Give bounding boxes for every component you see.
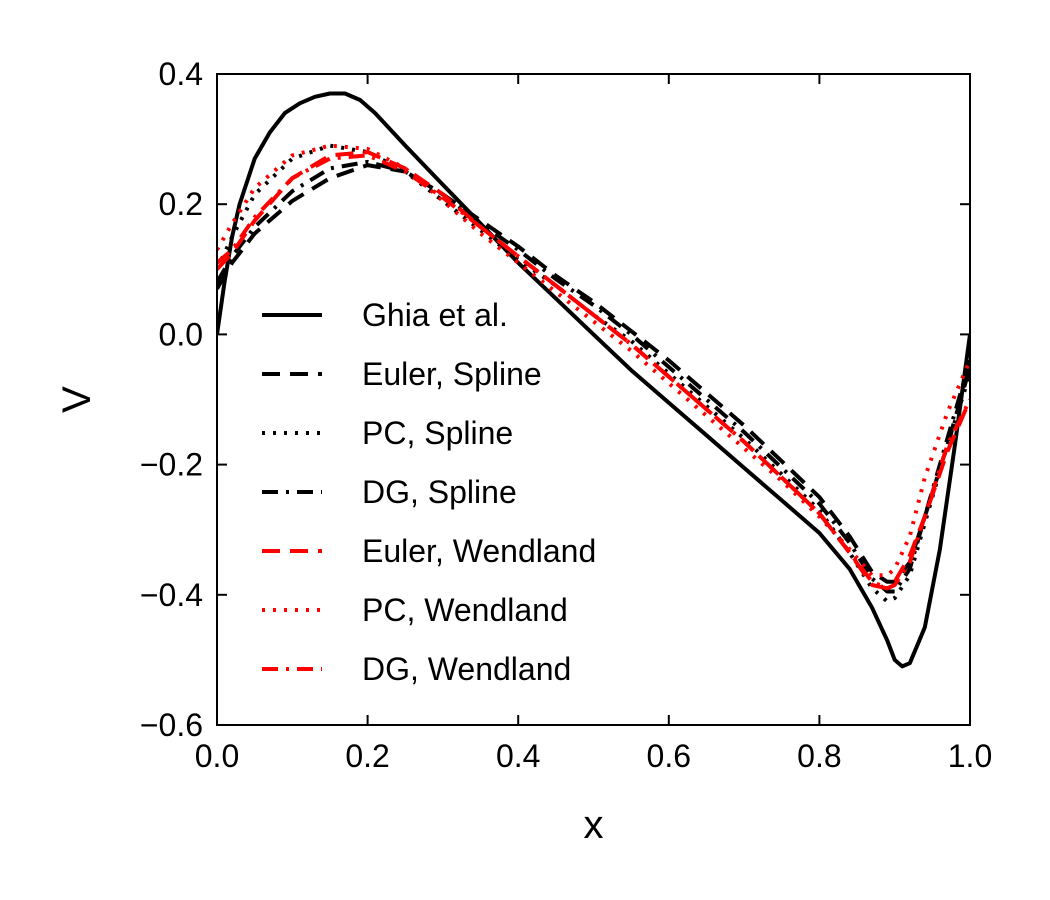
legend-label: DG, Spline [362, 474, 517, 510]
series-line-3 [217, 143, 970, 604]
y-tick-label: 0.4 [159, 56, 203, 92]
legend-label: DG, Wendland [362, 651, 571, 687]
series-layer [217, 91, 970, 669]
ticks-layer: 0.0 0.2 0.4 0.6 0.8 1.0 −0.6 −0.4 −0.2 0.0 0.2 0.4 [140, 56, 992, 774]
x-tick-label: 0.2 [345, 738, 389, 774]
series-line-6 [217, 143, 970, 578]
x-tick-label: 0.6 [647, 738, 691, 774]
x-tick-label: 1.0 [948, 738, 992, 774]
legend-item: Euler, Wendland [262, 533, 596, 569]
series-line-1 [217, 91, 970, 669]
y-tick-label: −0.6 [140, 707, 203, 743]
series-line-7 [217, 153, 970, 591]
legend-item: PC, Spline [262, 415, 513, 451]
series-line-2 [217, 163, 970, 584]
y-tick-label: −0.4 [140, 577, 203, 613]
legend-item: PC, Wendland [262, 592, 568, 628]
plot-frame [216, 73, 971, 726]
series-line-5 [217, 150, 970, 591]
legend: Ghia et al. Euler, Spline PC, Spline DG, Sp… [262, 297, 596, 687]
series-line-4 [217, 159, 970, 594]
legend-label: Euler, Wendland [362, 533, 596, 569]
legend-label: PC, Spline [362, 415, 513, 451]
x-tick-label: 0.4 [496, 738, 540, 774]
legend-label: Euler, Spline [362, 356, 542, 392]
legend-item: Ghia et al. [262, 297, 508, 333]
y-axis-label: V [55, 386, 99, 413]
x-tick-label: 0.0 [195, 738, 239, 774]
legend-item: DG, Wendland [262, 651, 571, 687]
x-axis-label: x [584, 803, 604, 847]
legend-label: Ghia et al. [362, 297, 508, 333]
y-tick-label: 0.2 [159, 186, 203, 222]
y-tick-label: 0.0 [159, 316, 203, 352]
legend-label: PC, Wendland [362, 592, 568, 628]
x-tick-label: 0.8 [797, 738, 841, 774]
legend-item: Euler, Spline [262, 356, 542, 392]
y-tick-label: −0.2 [140, 447, 203, 483]
legend-item: DG, Spline [262, 474, 517, 510]
